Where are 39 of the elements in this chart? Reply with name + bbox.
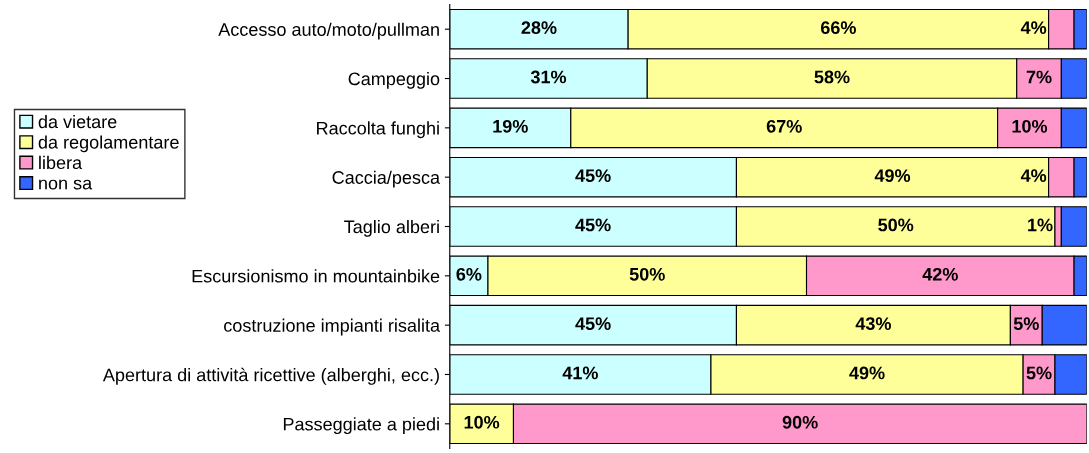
data-label: 5%	[1026, 366, 1052, 380]
data-label: 50%	[629, 267, 665, 281]
data-label: 49%	[849, 366, 885, 380]
data-label: 10%	[1012, 119, 1048, 133]
y-tick-label: Escursionismo in mountainbike	[192, 269, 440, 283]
data-label: 42%	[922, 267, 958, 281]
data-label: 6%	[456, 267, 482, 281]
y-tick-label: costruzione impianti risalita	[224, 318, 441, 336]
data-label: 5%	[1013, 317, 1039, 330]
data-label: 1%	[1028, 218, 1053, 232]
y-tick-label: Raccolta funghi	[317, 121, 439, 139]
legend-label: da vietare	[38, 114, 117, 129]
y-tick-label: Accesso auto/moto/pullman	[218, 22, 439, 40]
data-label: 50%	[878, 218, 914, 232]
data-label: 7%	[1026, 70, 1052, 84]
y-tick-label: Campeggio	[348, 71, 440, 89]
data-label: 28%	[521, 21, 557, 35]
data-label: 4%	[1020, 21, 1047, 34]
data-label: 67%	[766, 119, 802, 133]
data-label: 66%	[820, 21, 856, 35]
data-label: 43%	[855, 317, 891, 331]
data-label: 31%	[530, 70, 567, 84]
data-label: 45%	[575, 317, 611, 330]
data-label: 45%	[575, 169, 611, 183]
data-label: 45%	[575, 218, 611, 232]
y-tick-label: Apertura di attività ricettive (alberghi, ecc.)	[102, 367, 439, 385]
y-tick-label: Taglio alberi	[344, 219, 439, 237]
y-tick-label: Caccia/pesca	[332, 170, 441, 188]
data-label: 90%	[782, 415, 818, 429]
y-tick-label: Passeggiate a piedi	[283, 417, 439, 435]
legend-label: libera	[39, 155, 83, 170]
data-label: 19%	[493, 119, 528, 133]
data-label: 4%	[1020, 169, 1047, 182]
legend-label: non sa	[39, 179, 93, 190]
data-label: 10%	[464, 415, 500, 429]
data-label: 58%	[814, 70, 850, 84]
data-label: 41%	[562, 366, 598, 380]
legend-label: da regolamentare	[38, 135, 179, 153]
data-label: 49%	[874, 169, 911, 183]
